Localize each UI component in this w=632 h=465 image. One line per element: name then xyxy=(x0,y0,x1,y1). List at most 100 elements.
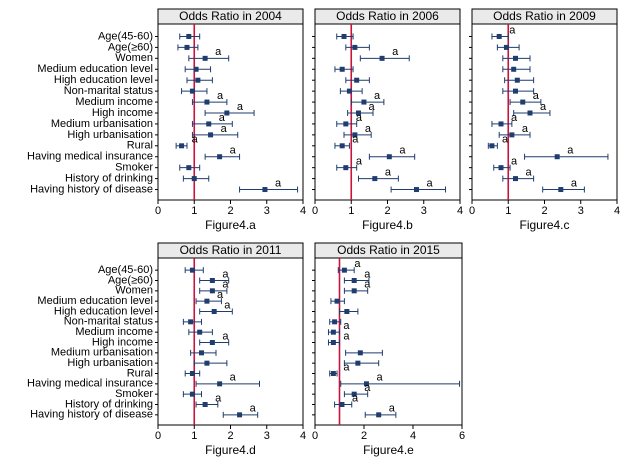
significance-label: a xyxy=(343,330,350,342)
y-tick-label: Age(≥60) xyxy=(108,41,153,53)
point-estimate xyxy=(334,298,340,304)
point-estimate xyxy=(343,165,349,171)
point-estimate xyxy=(351,278,357,283)
point-estimate xyxy=(513,176,518,182)
point-estimate xyxy=(363,381,369,387)
x-tick-label: 2 xyxy=(541,205,547,217)
significance-label: a xyxy=(392,46,399,58)
point-estimate xyxy=(498,121,504,127)
x-tick-label: 0 xyxy=(469,205,475,217)
point-estimate xyxy=(356,110,361,116)
point-estimate xyxy=(237,412,243,418)
point-estimate xyxy=(211,309,217,314)
y-tick-label: High education level xyxy=(54,305,153,317)
point-estimate xyxy=(503,44,509,50)
panel-title: Odds Ratio in 2006 xyxy=(336,9,439,23)
x-tick-label: 4 xyxy=(300,205,306,217)
y-tick-label: Non-marital status xyxy=(64,85,154,97)
point-estimate xyxy=(217,154,223,160)
significance-label: a xyxy=(502,134,509,146)
y-tick-label: Rural xyxy=(127,367,153,379)
x-tick-label: 6 xyxy=(459,430,465,442)
y-tick-label: Medium urbanisation xyxy=(51,118,153,130)
point-estimate xyxy=(352,44,358,50)
significance-label: a xyxy=(522,123,529,135)
plot-frame xyxy=(314,257,463,426)
y-tick-label: High income xyxy=(92,336,153,348)
significance-label: a xyxy=(369,101,376,113)
panel-title: Odds Ratio in 2015 xyxy=(337,243,440,257)
significance-label: a xyxy=(222,279,229,291)
significance-label: a xyxy=(374,90,381,102)
x-tick-label: 4 xyxy=(300,430,306,442)
y-tick-label: History of drinking xyxy=(65,173,153,185)
point-estimate xyxy=(351,288,357,294)
significance-label: a xyxy=(343,361,350,373)
point-estimate xyxy=(193,66,199,72)
significance-label: a xyxy=(389,403,396,415)
point-estimate xyxy=(204,99,210,105)
y-tick-label: Rural xyxy=(127,140,153,152)
significance-label: a xyxy=(571,177,578,189)
y-tick-label: Medium urbanisation xyxy=(51,347,153,359)
point-estimate xyxy=(189,88,195,94)
point-estimate xyxy=(355,360,361,366)
point-estimate xyxy=(354,77,360,83)
significance-label: a xyxy=(376,372,383,384)
point-estimate xyxy=(224,110,230,116)
y-tick-label: Smoker xyxy=(115,388,153,400)
significance-label: a xyxy=(217,289,224,301)
point-estimate xyxy=(189,371,195,376)
x-axis-label: Figure4.e xyxy=(363,443,414,457)
significance-label: a xyxy=(219,112,226,124)
significance-label: a xyxy=(222,268,229,280)
significance-label: a xyxy=(217,90,224,102)
y-tick-label: Age(45-60) xyxy=(98,30,153,42)
x-tick-label: 2 xyxy=(384,205,390,217)
x-axis-label: Figure4.c xyxy=(519,218,569,232)
y-tick-label: Non-marital status xyxy=(64,316,154,328)
point-estimate xyxy=(209,278,215,283)
significance-label: a xyxy=(364,268,371,280)
y-tick-label: High urbanisation xyxy=(67,357,153,369)
x-tick-label: 0 xyxy=(155,205,161,217)
significance-label: a xyxy=(356,156,363,168)
point-estimate xyxy=(346,88,352,94)
x-tick-label: 4 xyxy=(457,205,463,217)
point-estimate xyxy=(339,402,345,407)
point-estimate xyxy=(509,132,515,138)
point-estimate xyxy=(199,350,204,356)
x-tick-label: 0 xyxy=(155,430,161,442)
y-tick-label: Medium education level xyxy=(37,295,153,307)
point-estimate xyxy=(208,132,214,138)
point-estimate xyxy=(386,154,392,160)
panel-title: Odds Ratio in 2009 xyxy=(493,9,596,23)
y-tick-label: Smoker xyxy=(115,162,153,174)
x-tick-label: 0 xyxy=(312,430,318,442)
point-estimate xyxy=(341,267,347,273)
significance-label: a xyxy=(343,320,350,332)
significance-label: a xyxy=(509,24,516,36)
plot-frame xyxy=(157,23,304,201)
x-tick-label: 1 xyxy=(505,205,511,217)
significance-label: a xyxy=(533,90,540,102)
point-estimate xyxy=(339,66,345,72)
x-tick-label: 4 xyxy=(410,430,416,442)
significance-label: a xyxy=(215,46,222,58)
y-tick-label: Having medical insurance xyxy=(27,151,153,163)
y-tick-label: Medium income xyxy=(75,326,153,338)
x-tick-label: 2 xyxy=(361,430,367,442)
significance-label: a xyxy=(221,123,228,135)
point-estimate xyxy=(189,267,195,273)
point-estimate xyxy=(414,187,419,193)
point-estimate xyxy=(489,143,495,149)
point-estimate xyxy=(343,121,349,127)
significance-label: a xyxy=(540,101,547,113)
point-estimate xyxy=(361,99,367,105)
point-estimate xyxy=(357,350,363,356)
x-tick-label: 2 xyxy=(227,430,233,442)
significance-label: a xyxy=(230,145,237,157)
point-estimate xyxy=(189,391,195,397)
x-tick-label: 4 xyxy=(614,205,620,217)
